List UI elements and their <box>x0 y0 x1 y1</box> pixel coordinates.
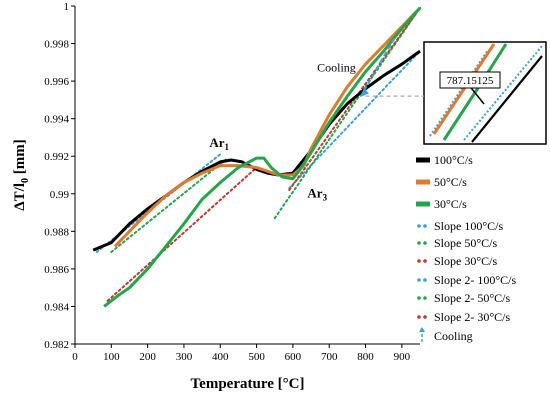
x-tick-label: 200 <box>139 351 156 363</box>
inset-orange <box>432 43 496 135</box>
slope-line-1 <box>110 157 229 253</box>
y-tick-label: 0.998 <box>44 39 69 51</box>
y-tick-label: 0.992 <box>44 151 69 163</box>
legend-item-6: Slope 2- 100°C/s <box>417 273 516 287</box>
axes: 0 100 200 300 400 500 600 700 800 900 0.982 0.984 0.… <box>12 1 420 392</box>
legend-label: Slope 2- 30°C/s <box>434 310 510 324</box>
legend-label: 30°C/s <box>434 197 467 211</box>
slope-line-4 <box>273 6 421 220</box>
series-line-2 <box>103 6 422 308</box>
y-tick-label: 0.982 <box>44 339 69 351</box>
x-tick-label: 900 <box>394 351 411 363</box>
legend-swatch <box>423 296 427 300</box>
annotation-1: Ar3 <box>307 186 327 203</box>
inset-label-box <box>439 71 501 89</box>
legend-item-4: Slope 50°C/s <box>417 236 497 250</box>
legend-swatch <box>417 224 421 228</box>
y-tick-label: 0.986 <box>44 264 69 276</box>
legend-item-5: Slope 30°C/s <box>417 254 497 268</box>
annotations: Ar1 Ar3 Cooling <box>209 37 396 203</box>
cooling-arrow-line <box>361 37 396 95</box>
x-axis-label: Temperature [°C] <box>191 376 305 392</box>
y-tick-label: 1 <box>64 1 70 13</box>
inset-slope-b <box>463 45 543 141</box>
x-tick-label: 500 <box>248 351 265 363</box>
legend-item-9: Cooling <box>419 327 473 343</box>
legend-swatch <box>423 278 427 282</box>
inset-label: 787.15125 <box>447 75 494 87</box>
slope-lines <box>95 6 421 302</box>
inset-black <box>471 55 543 143</box>
y-tick-label: 0.996 <box>44 76 69 88</box>
legend-swatch <box>417 241 421 245</box>
y-tick-label: 0.994 <box>44 114 69 126</box>
slope-line-2 <box>106 166 258 302</box>
annotation-2: Cooling <box>317 61 356 75</box>
y-axis-label: ΔT/l0 [mm] <box>12 139 31 210</box>
x-tick-label: 800 <box>357 351 374 363</box>
inset-slope-a <box>429 49 489 137</box>
cooling-arrow-head <box>359 88 369 98</box>
legend-label: Slope 2- 50°C/s <box>434 291 510 305</box>
x-tick-label: 600 <box>285 351 302 363</box>
legend-item-8: Slope 2- 30°C/s <box>417 310 510 324</box>
legend-swatch <box>417 278 421 282</box>
legend-label: Slope 30°C/s <box>434 254 497 268</box>
legend-arrow-head <box>419 327 425 332</box>
legend-swatch <box>423 224 427 228</box>
legend-swatch <box>423 259 427 263</box>
legend-item-1: 50°C/s <box>416 175 467 189</box>
legend-swatch <box>417 315 421 319</box>
y-tick-label: 0.984 <box>44 301 69 313</box>
legend: 100°C/s 50°C/s 30°C/s Slope 100°C/s Slope 50… <box>416 153 516 343</box>
legend-item-3: Slope 100°C/s <box>417 219 503 233</box>
inset-zoom: 787.15125 <box>365 41 547 145</box>
y-tick-label: 0.99 <box>50 189 70 201</box>
x-tick-label: 400 <box>212 351 229 363</box>
legend-label: Slope 100°C/s <box>434 219 503 233</box>
x-tick-label: 300 <box>176 351 193 363</box>
x-tick-label: 700 <box>321 351 338 363</box>
legend-item-0: 100°C/s <box>416 153 473 167</box>
legend-swatch <box>417 259 421 263</box>
legend-swatch <box>423 315 427 319</box>
legend-item-2: 30°C/s <box>416 197 467 211</box>
legend-label: 50°C/s <box>434 175 467 189</box>
x-tick-label: 0 <box>72 351 78 363</box>
legend-swatch <box>423 241 427 245</box>
annotation-0: Ar1 <box>209 135 229 152</box>
series-line-0 <box>92 49 421 252</box>
legend-label: 100°C/s <box>434 153 473 167</box>
legend-swatch <box>417 296 421 300</box>
legend-label: Slope 2- 100°C/s <box>434 273 516 287</box>
data-series <box>92 6 422 308</box>
y-tick-label: 0.988 <box>44 226 69 238</box>
x-tick-label: 100 <box>103 351 120 363</box>
series-line-1 <box>113 6 422 248</box>
legend-label: Cooling <box>434 329 473 343</box>
legend-item-7: Slope 2- 50°C/s <box>417 291 510 305</box>
legend-label: Slope 50°C/s <box>434 236 497 250</box>
